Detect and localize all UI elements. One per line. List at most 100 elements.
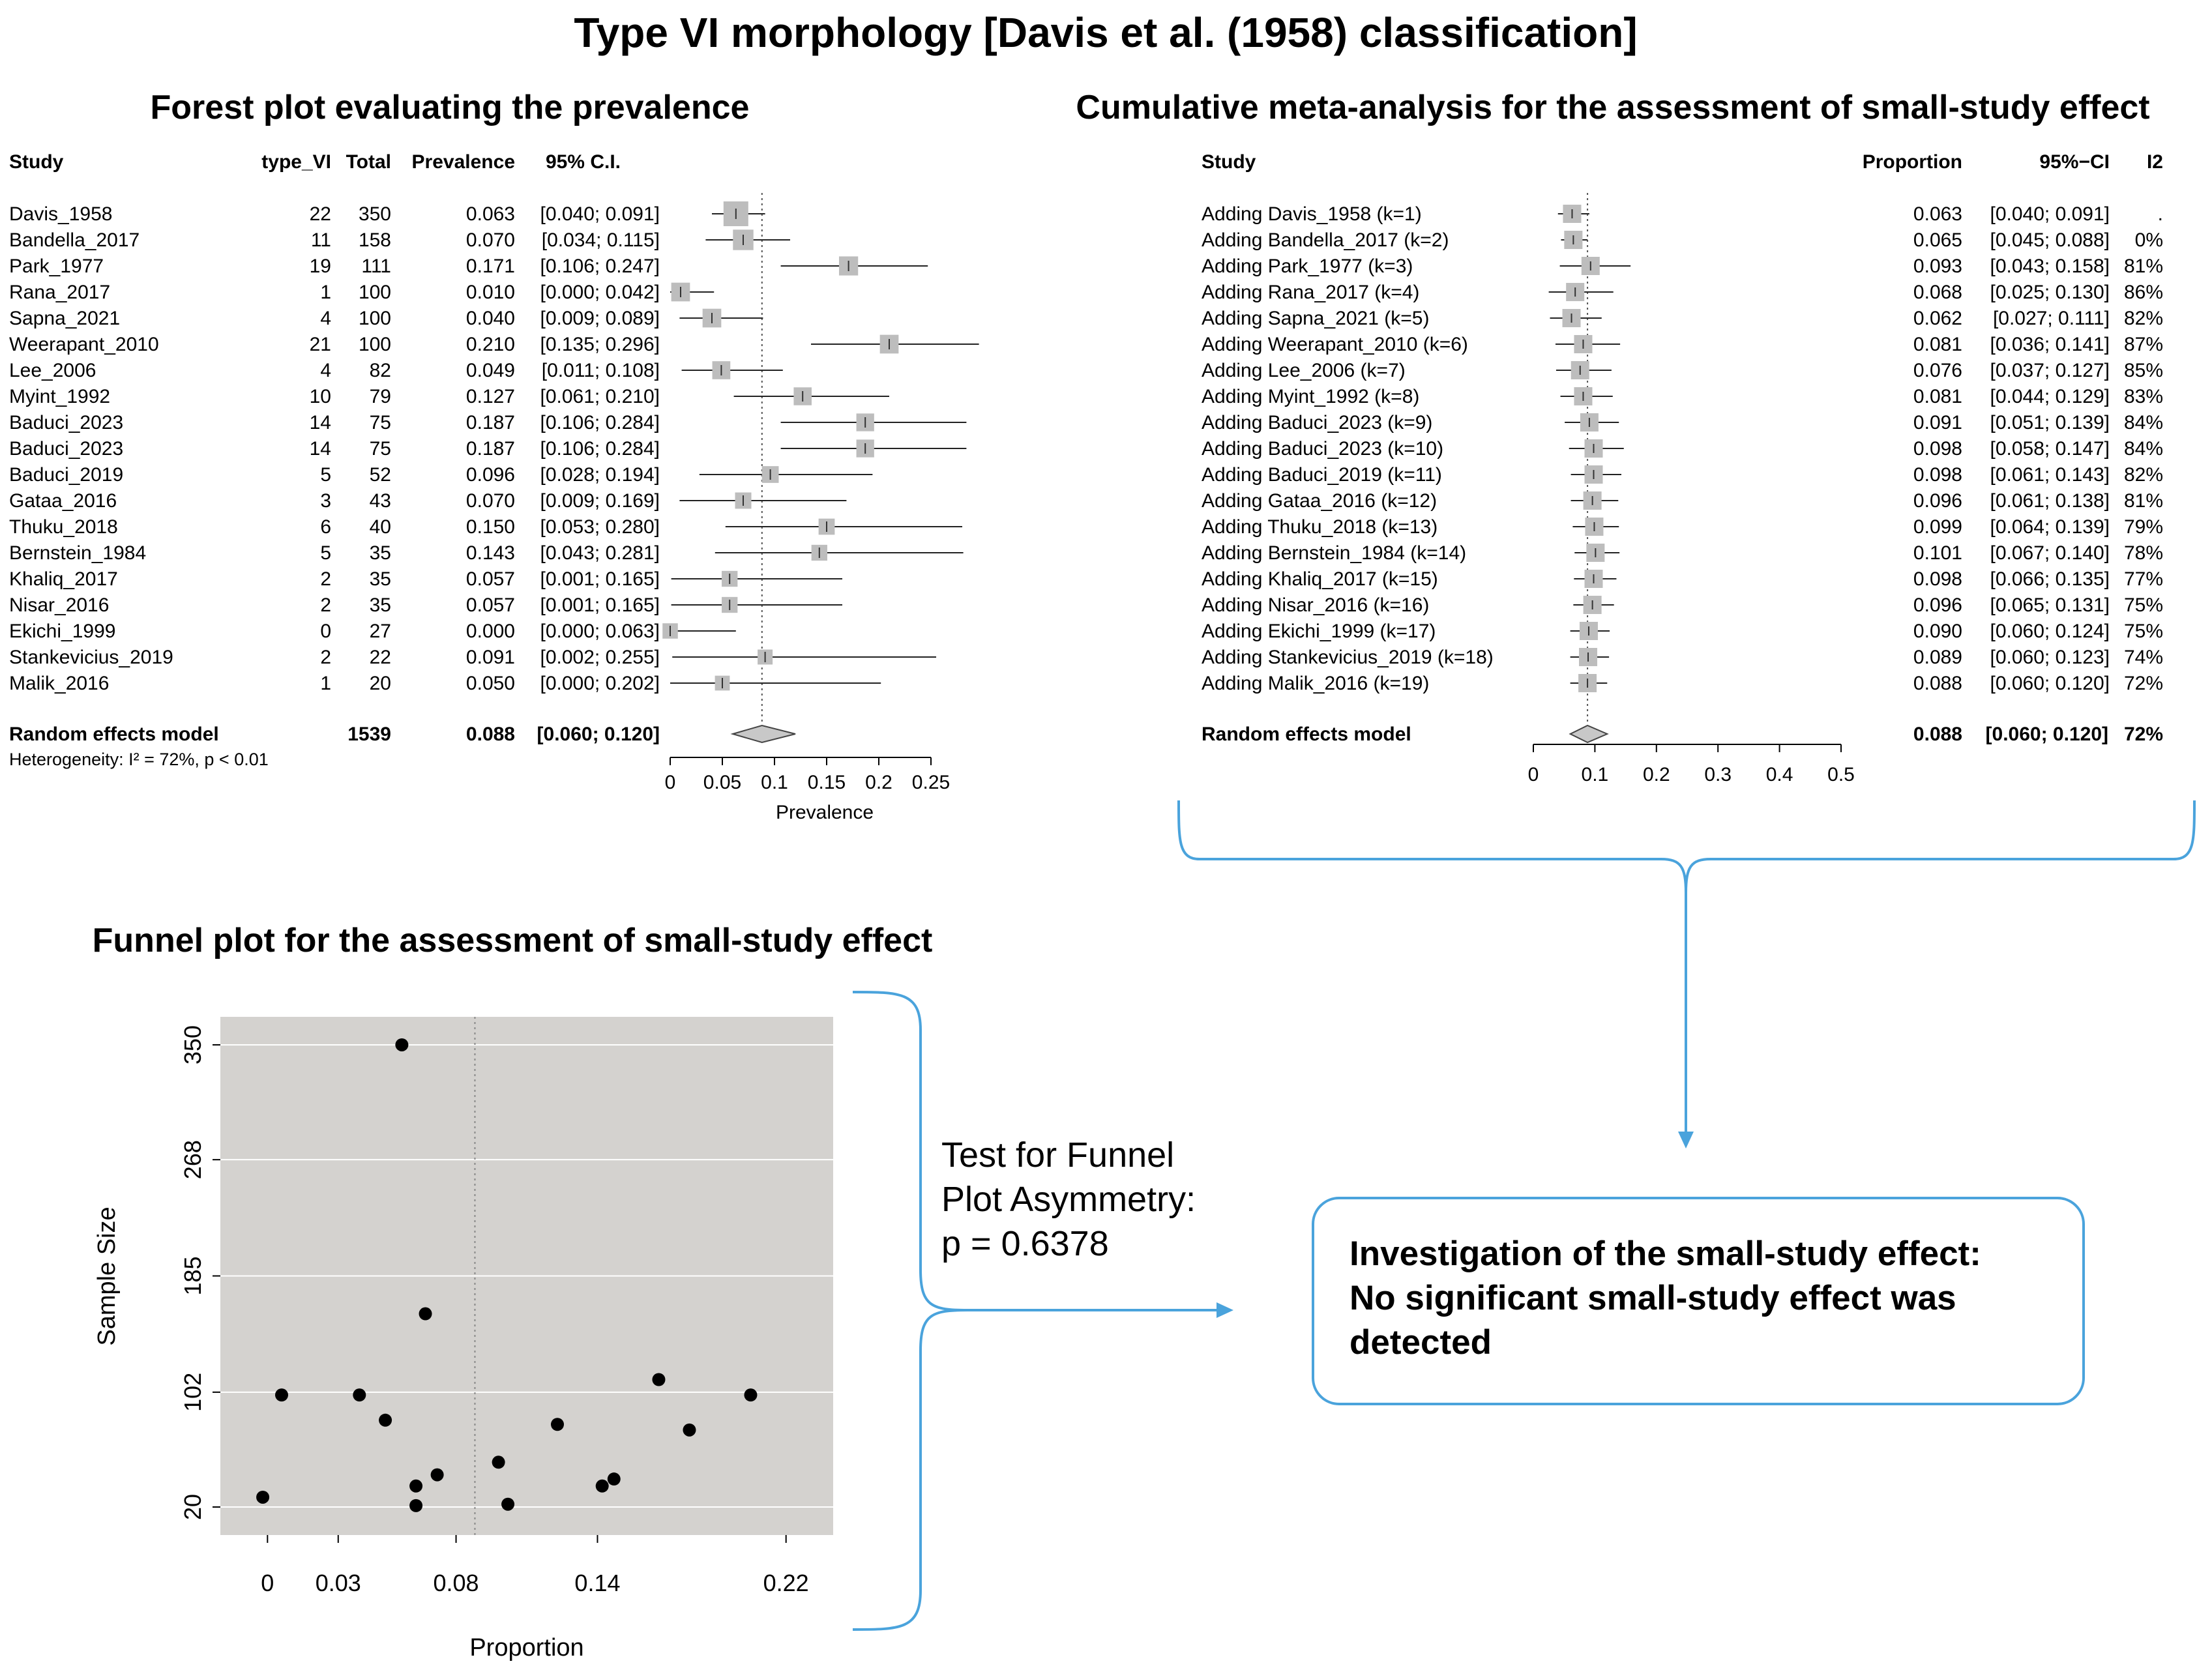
forest-prevalence-value: 0.050 [466,673,515,694]
forest-total-value: 111 [361,256,391,277]
forest-ci-value: [0.001; 0.165] [540,568,660,590]
cum-row-label: Adding Park_1977 (k=3) [1202,256,1413,277]
forest-ci-value: [0.034; 0.115] [542,229,660,251]
forest-ci-value: [0.009; 0.169] [540,490,660,512]
funnel-y-tick-label: 20 [179,1494,206,1520]
forest-title: Forest plot evaluating the prevalence [151,89,750,126]
cum-i2-value: 82% [2124,464,2163,486]
cum-pooled-ci: [0.060; 0.120] [1986,724,2108,745]
cum-ci-value: [0.027; 0.111] [1993,308,2110,329]
forest-events-value: 10 [310,386,331,407]
funnel-arrow-head [1217,1302,1233,1318]
cum-ci-value: [0.058; 0.147] [1990,438,2110,460]
forest-x-axis: 0 0.05 0.1 0.15 0.2 0.25 [665,757,950,793]
cum-row: Adding Nisar_2016 (k=16) 0.096 [0.065; 0.1… [1202,594,2163,616]
conclusion-line-3: detected [1349,1323,1492,1362]
forest-pooled-diamond [730,724,796,744]
cum-row: Adding Khaliq_2017 (k=15) 0.098 [0.066; 0.… [1202,568,2163,590]
cum-proportion-value: 0.065 [1913,229,1962,251]
forest-x-tick-label: 0.1 [761,772,788,793]
cum-proportion-value: 0.081 [1913,386,1962,407]
funnel-point [430,1468,444,1482]
forest-ci-value: [0.040; 0.091] [540,203,660,225]
forest-row: Lee_2006 4 82 0.049 [0.011; 0.108] [9,360,783,381]
funnel-y-tick-label: 350 [179,1025,206,1064]
funnel-x-tick-label: 0.08 [433,1570,479,1596]
cum-row-label: Adding Rana_2017 (k=4) [1202,282,1419,303]
forest-total-value: 22 [370,647,391,668]
forest-events-value: 2 [320,594,331,616]
forest-row: Myint_1992 10 79 0.127 [0.061; 0.210] [9,386,889,407]
cum-ci-value: [0.045; 0.088] [1990,229,2110,251]
cum-row: Adding Baduci_2019 (k=11) 0.098 [0.061; 0.… [1202,464,2163,486]
forest-row: Ekichi_1999 0 27 0.000 [0.000; 0.063] [9,621,736,642]
forest-events-value: 14 [310,412,331,433]
funnel-title: Funnel plot for the assessment of small-… [93,922,933,959]
forest-study-label: Bandella_2017 [9,229,140,251]
forest-row: Stankevicius_2019 2 22 0.091 [0.002; 0.255] [9,647,936,668]
forest-ci-value: [0.011; 0.108] [542,360,660,381]
cum-row: Adding Weerapant_2010 (k=6) 0.081 [0.036; … [1202,334,2163,355]
cum-proportion-value: 0.090 [1913,621,1962,642]
forest-prevalence-value: 0.187 [466,412,515,433]
funnel-point [492,1456,505,1469]
cum-i2-value: 75% [2124,621,2163,642]
cum-i2-value: 72% [2124,673,2163,694]
cum-i2-value: 81% [2124,256,2163,277]
forest-total-value: 27 [370,621,391,642]
forest-ci-value: [0.135; 0.296] [540,334,660,355]
funnel-point [744,1388,758,1402]
funnel-x-tick-label: 0 [261,1570,274,1596]
forest-prevalence-value: 0.040 [466,308,515,329]
forest-x-tick-label: 0.2 [865,772,892,793]
cum-row-label: Adding Malik_2016 (k=19) [1202,673,1429,694]
forest-prevalence-value: 0.150 [466,516,515,538]
forest-events-value: 5 [320,542,331,564]
cum-ci-value: [0.066; 0.135] [1990,568,2110,590]
cum-ci-value: [0.065; 0.131] [1990,594,2110,616]
funnel-point [419,1307,432,1321]
forest-events-value: 1 [320,673,331,694]
cum-ci-value: [0.061; 0.143] [1990,464,2110,486]
funnel-y-tick-label: 185 [179,1256,206,1295]
cum-ci-value: [0.060; 0.124] [1990,621,2110,642]
cumulative-plot: Study Proportion 95%−CI I2 Adding Davis_… [1202,151,2163,785]
cum-row-label: Adding Gataa_2016 (k=12) [1202,490,1437,512]
forest-events-value: 6 [320,516,331,538]
cum-row-label: Adding Ekichi_1999 (k=17) [1202,621,1436,642]
cum-i2-value: 87% [2124,334,2163,355]
forest-prevalence-value: 0.063 [466,203,515,225]
cum-proportion-value: 0.062 [1913,308,1962,329]
cum-x-tick-label: 0.2 [1643,764,1670,785]
forest-row: Baduci_2019 5 52 0.096 [0.028; 0.194] [9,464,873,486]
forest-study-label: Park_1977 [9,256,104,277]
forest-pooled-prev: 0.088 [466,724,515,745]
forest-prevalence-value: 0.049 [466,360,515,381]
forest-prevalence-value: 0.127 [466,386,515,407]
conclusion-line-1: Investigation of the small-study effect: [1349,1235,1981,1273]
cum-pooled-i2: 72% [2124,724,2163,745]
cum-row-label: Adding Bandella_2017 (k=2) [1202,229,1449,251]
funnel-x-tick-label: 0.03 [316,1570,361,1596]
cum-x-tick-label: 0 [1528,764,1539,785]
forest-header-prevalence: Prevalence [412,151,515,173]
test-line-3: p = 0.6378 [941,1224,1109,1263]
forest-study-label: Myint_1992 [9,386,110,407]
forest-study-label: Stankevicius_2019 [9,647,173,668]
cum-row: Adding Davis_1958 (k=1) 0.063 [0.040; 0.09… [1202,203,2163,225]
forest-x-tick-label: 0.05 [703,772,741,793]
cum-i2-value: 84% [2124,412,2163,433]
cum-proportion-value: 0.096 [1913,594,1962,616]
forest-prevalence-value: 0.070 [466,229,515,251]
cum-ci-value: [0.044; 0.129] [1990,386,2110,407]
forest-row: Weerapant_2010 21 100 0.210 [0.135; 0.296] [9,334,979,355]
cumulative-arrow-head [1678,1132,1694,1149]
forest-prevalence-value: 0.070 [466,490,515,512]
forest-ci-value: [0.106; 0.247] [540,256,660,277]
forest-events-value: 2 [320,568,331,590]
cum-row: Adding Stankevicius_2019 (k=18) 0.089 [0.0… [1202,647,2163,668]
cum-proportion-value: 0.076 [1913,360,1962,381]
forest-total-value: 350 [359,203,391,225]
cum-proportion-value: 0.063 [1913,203,1962,225]
funnel-point [652,1373,666,1386]
